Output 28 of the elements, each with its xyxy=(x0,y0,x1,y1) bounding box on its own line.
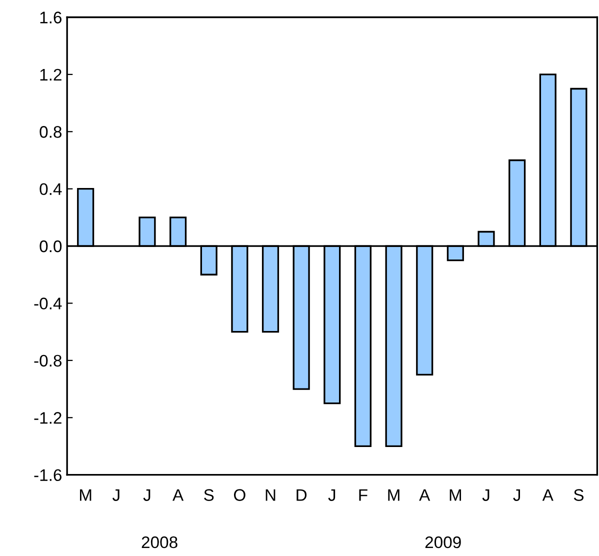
x-tick-label: S xyxy=(204,489,214,501)
x-tick-label: A xyxy=(172,489,184,501)
x-tick-label: J xyxy=(513,489,520,501)
x-tick-label: J xyxy=(482,489,490,501)
y-tick-label: -0.4 xyxy=(34,298,62,310)
x-tick-label: F xyxy=(359,489,368,501)
x-tick-label: S xyxy=(574,489,584,501)
text: 2008 xyxy=(142,536,178,548)
x-tick-label: A xyxy=(419,489,430,501)
x-tick-label: N xyxy=(266,489,276,501)
x-tick-label: M xyxy=(388,489,400,501)
x-tick-label: A xyxy=(542,489,554,501)
text: 2009 xyxy=(425,536,461,548)
x-tick-label: D xyxy=(296,489,307,501)
y-tick-label: -0.8 xyxy=(34,354,62,367)
y-tick-label: -1.2 xyxy=(34,412,62,424)
x-tick-label: M xyxy=(450,489,461,501)
y-tick-label: 1.2 xyxy=(40,68,62,80)
x-tick-label: J xyxy=(143,489,150,501)
y-tick-label: 0.8 xyxy=(40,126,62,138)
y-tick-label: -1.6 xyxy=(34,469,62,482)
x-tick-label: M xyxy=(80,489,92,501)
x-tick-label: J xyxy=(328,489,336,501)
x-tick-label: O xyxy=(234,489,246,501)
y-tick-label: 0.0 xyxy=(40,240,62,252)
y-tick-label: 0.4 xyxy=(40,183,62,196)
y-tick-label: 1.6 xyxy=(40,12,62,24)
x-tick-label: J xyxy=(112,489,120,501)
